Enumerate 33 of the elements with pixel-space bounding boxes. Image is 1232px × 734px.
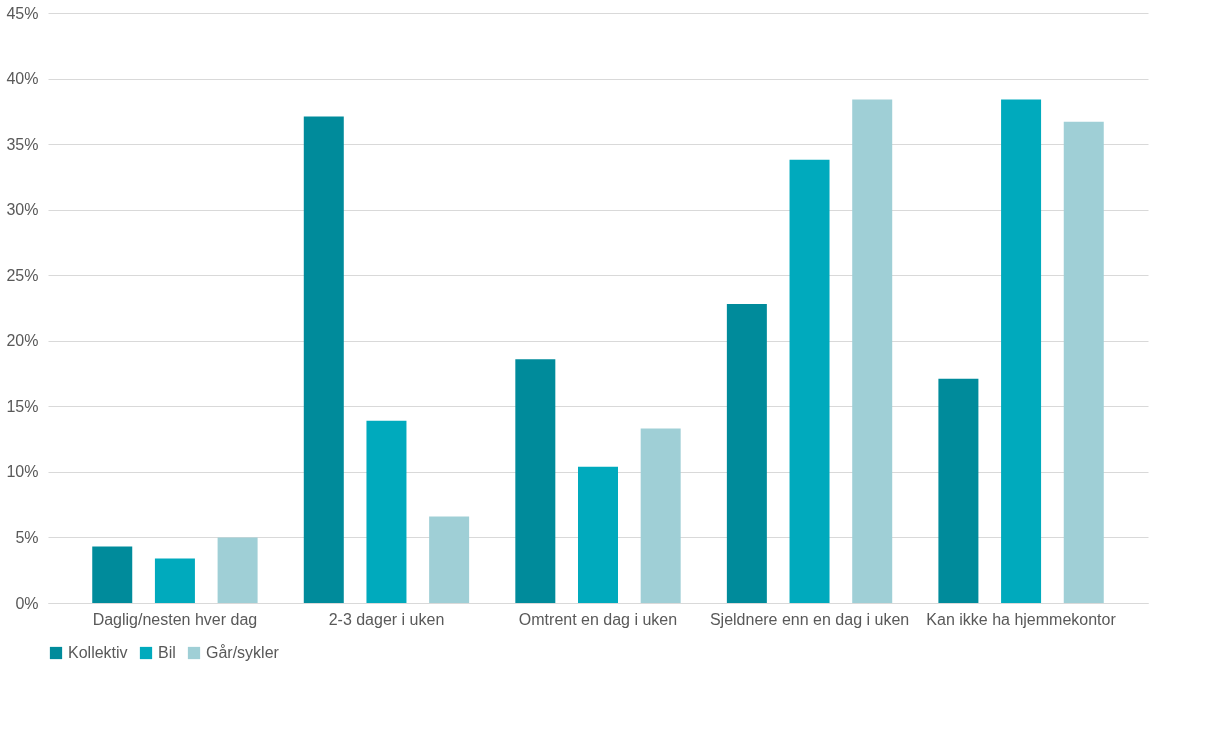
bar bbox=[217, 537, 258, 603]
x-tick-label: Daglig/nesten hver dag bbox=[92, 610, 258, 628]
x-tick-label: Omtrent en dag i uken bbox=[518, 610, 678, 628]
bar bbox=[1063, 121, 1104, 603]
y-tick-label: 10% bbox=[6, 463, 39, 481]
bar bbox=[366, 420, 407, 603]
y-tick-label: 30% bbox=[6, 201, 39, 219]
x-tick-label: 2-3 dager i uken bbox=[328, 610, 445, 628]
legend-label: Bil bbox=[158, 644, 176, 661]
y-tick-label: 35% bbox=[6, 135, 39, 153]
bar bbox=[515, 359, 556, 603]
bar bbox=[1001, 99, 1042, 603]
y-tick-label: 40% bbox=[6, 70, 39, 88]
legend-label: Går/sykler bbox=[206, 644, 280, 661]
y-tick-label: 25% bbox=[6, 266, 39, 284]
y-tick-label: 45% bbox=[6, 4, 39, 22]
y-tick-label: 15% bbox=[6, 397, 39, 415]
x-tick-label: Sjeldnere enn en dag i uken bbox=[709, 610, 910, 628]
bar bbox=[303, 116, 344, 603]
bar bbox=[852, 99, 893, 603]
bar bbox=[92, 546, 133, 603]
x-tick-label: Kan ikke ha hjemmekontor bbox=[926, 610, 1117, 628]
bar bbox=[640, 428, 681, 603]
legend-label: Kollektiv bbox=[68, 644, 128, 661]
y-tick-label: 0% bbox=[15, 594, 39, 612]
bar bbox=[789, 159, 830, 603]
bar bbox=[154, 558, 195, 603]
bar bbox=[578, 466, 618, 603]
y-tick-label: 20% bbox=[6, 332, 39, 350]
bar bbox=[429, 516, 470, 603]
bar bbox=[726, 304, 767, 603]
y-tick-label: 5% bbox=[15, 528, 39, 546]
bar bbox=[938, 378, 979, 603]
